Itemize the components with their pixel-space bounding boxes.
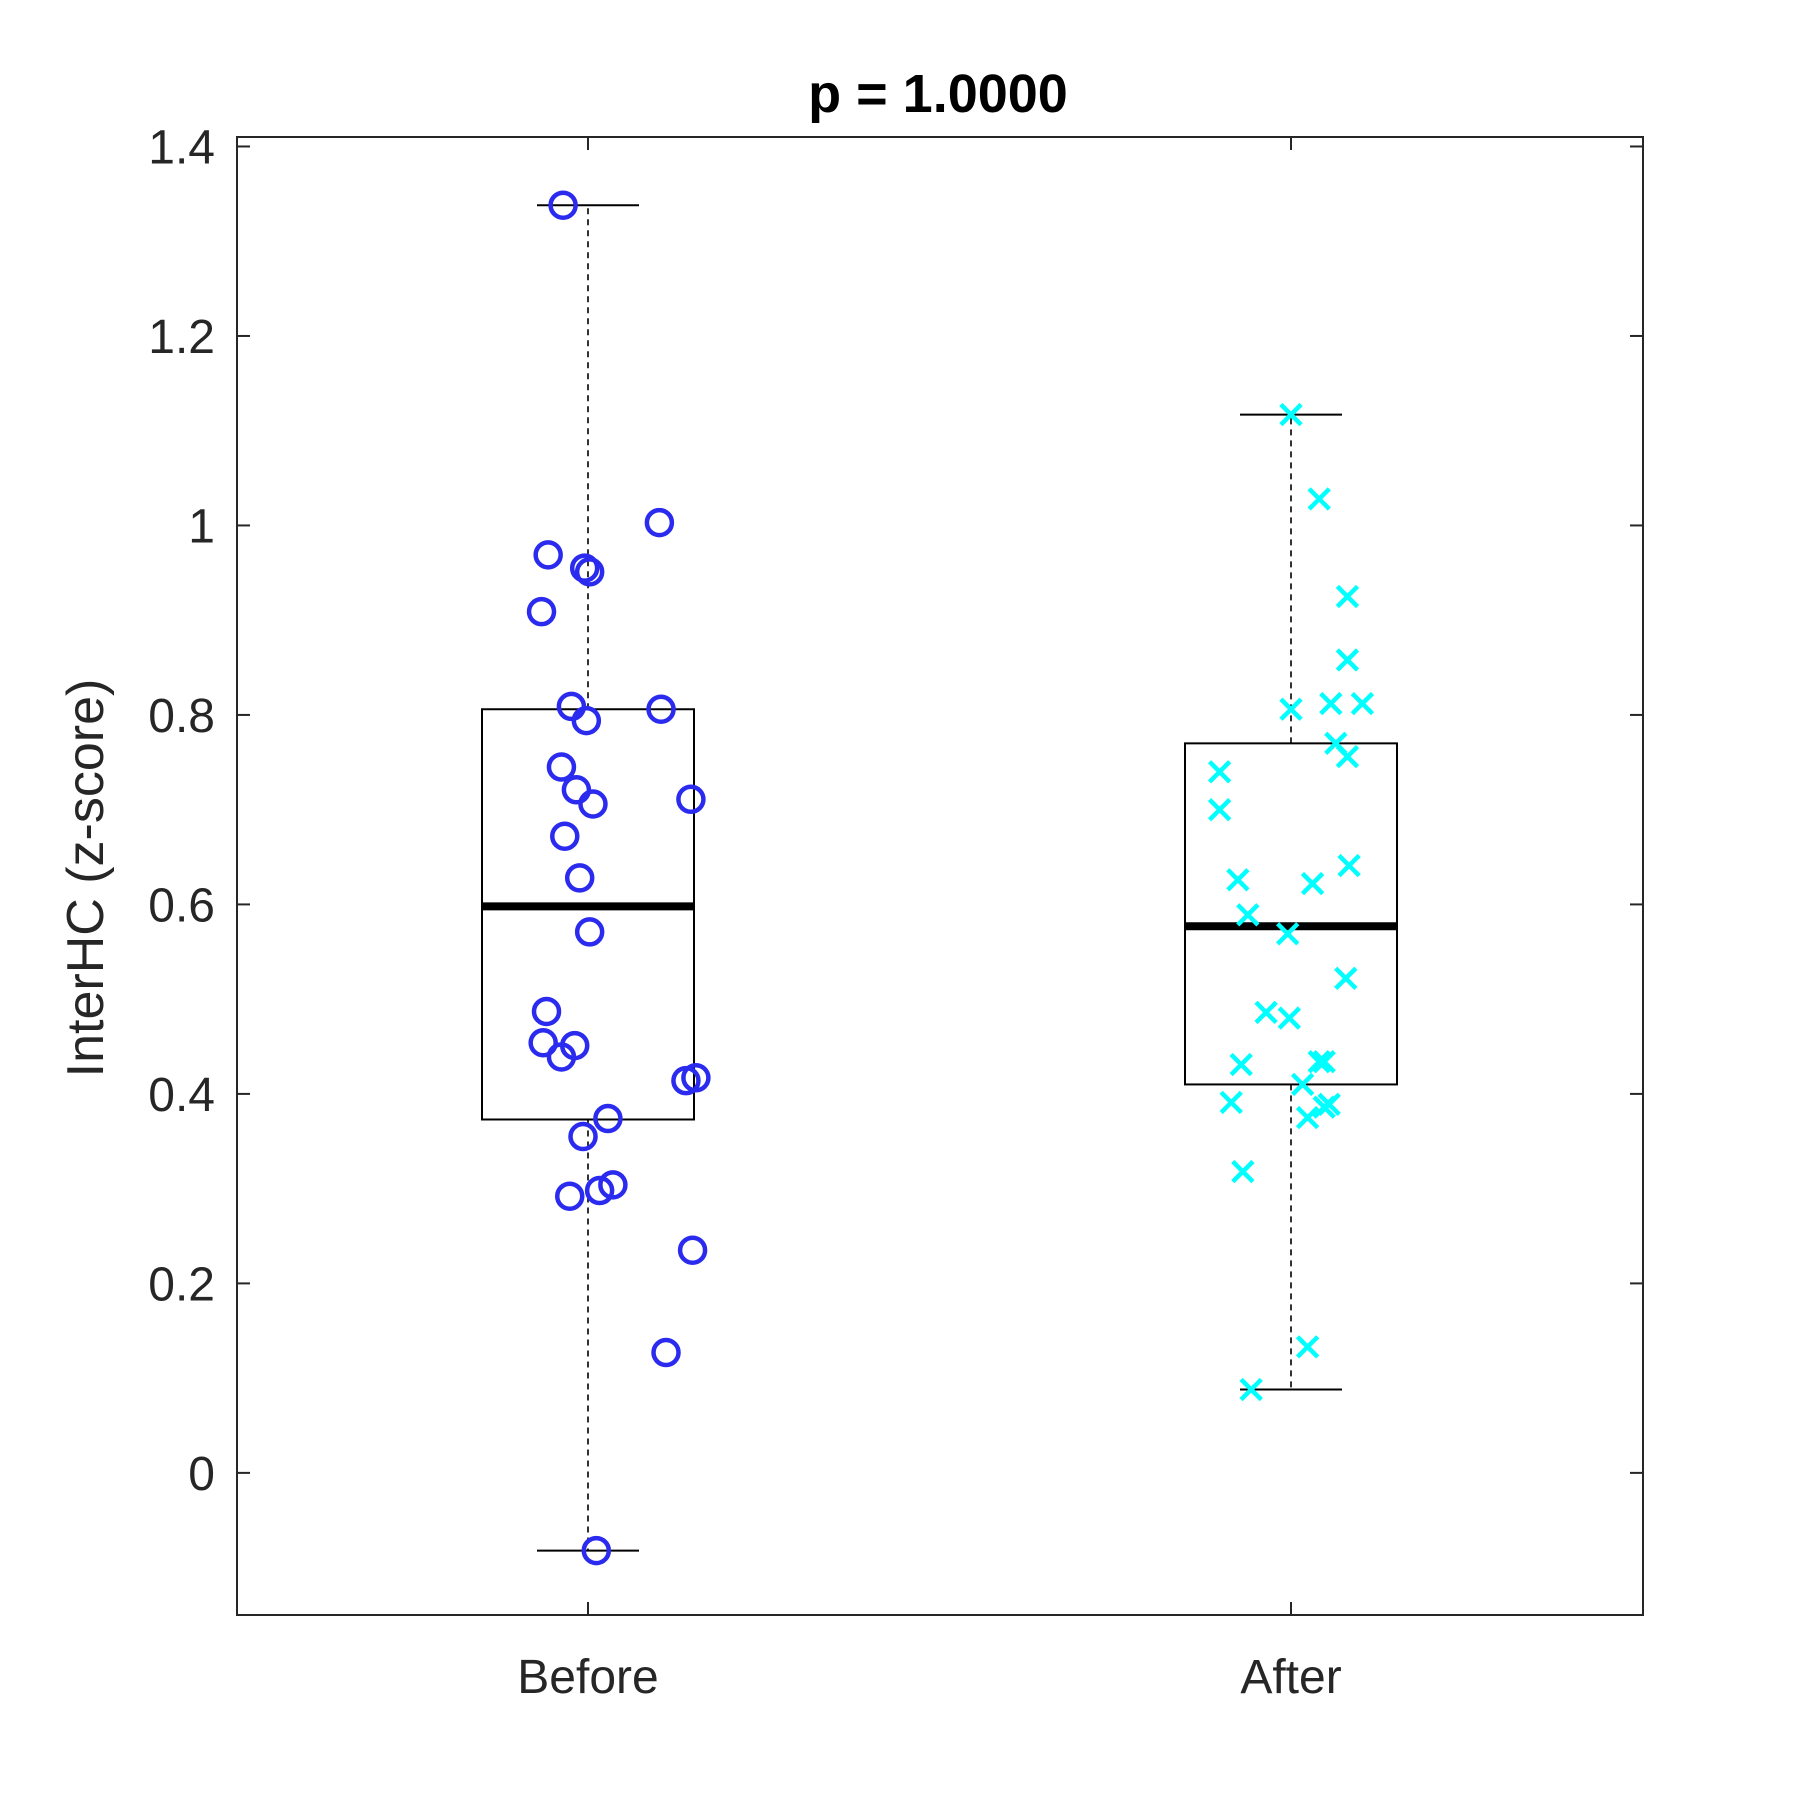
data-point (1254, 1000, 1278, 1025)
data-point (677, 1235, 708, 1265)
data-point (1226, 868, 1250, 892)
data-point (528, 1027, 558, 1058)
data-point (646, 694, 676, 725)
data-point (1307, 487, 1331, 511)
data-point (1219, 1090, 1243, 1115)
data-point (578, 789, 608, 819)
data-point (581, 1535, 612, 1566)
data-point (1229, 1052, 1253, 1077)
data-point (1207, 760, 1232, 784)
data-point (1319, 691, 1343, 716)
data-point (1277, 1006, 1302, 1030)
data-point (1279, 402, 1303, 427)
data-point (574, 917, 605, 947)
data-point (569, 553, 600, 583)
data-point (1231, 1159, 1255, 1184)
data-point (1335, 648, 1360, 672)
data-point (568, 1121, 598, 1152)
data-point (1334, 966, 1358, 991)
data-point (1307, 1050, 1331, 1074)
data-point (1275, 922, 1300, 946)
y-tick-label: 0 (188, 1448, 215, 1501)
data-point (533, 540, 563, 570)
data-point (1295, 1335, 1320, 1359)
data-point (546, 1042, 577, 1072)
x-tick-label: Before (517, 1651, 658, 1704)
box-iqr (1184, 742, 1398, 1086)
data-point (651, 1337, 681, 1368)
data-point (554, 1181, 585, 1211)
data-point (1279, 697, 1303, 721)
data-point (1312, 1095, 1336, 1119)
data-point (671, 1065, 701, 1096)
plot-area: 0 0.2 0.4 0.6 0.8 1 1.2 1.4 Before After (148, 121, 1644, 1704)
data-point (574, 557, 605, 587)
data-point (1295, 1105, 1320, 1130)
y-tick-label: 0.4 (148, 1069, 215, 1122)
y-tick-label: 0.6 (148, 879, 215, 932)
data-point (644, 507, 675, 538)
axes-box (236, 136, 1644, 1616)
data-point (1335, 584, 1360, 609)
data-point (564, 863, 595, 893)
data-point (1350, 691, 1375, 716)
y-tick-label: 0.2 (148, 1258, 215, 1311)
data-point (1300, 871, 1325, 896)
data-point (593, 1103, 623, 1134)
chart-title: p = 1.0000 (808, 64, 1068, 124)
data-point (598, 1170, 628, 1200)
data-point (531, 996, 562, 1027)
y-tick-label: 1.2 (148, 311, 215, 364)
data-point (546, 752, 577, 782)
data-point (1239, 1377, 1263, 1402)
data-point (526, 596, 557, 627)
data-point (550, 821, 580, 851)
y-tick-label: 1.4 (148, 121, 215, 174)
y-tick-label: 1 (188, 500, 215, 553)
data-point (571, 705, 602, 736)
data-point (1337, 853, 1361, 878)
data-point (561, 775, 592, 805)
data-point (548, 190, 578, 220)
data-point (1207, 797, 1232, 822)
y-tick-label: 0.8 (148, 690, 215, 743)
data-point (1312, 1050, 1336, 1074)
data-point (1335, 744, 1360, 769)
data-point (584, 1175, 615, 1206)
y-axis-label: InterHC (z-score) (57, 679, 115, 1078)
data-point (1236, 903, 1260, 927)
x-tick-label: After (1240, 1651, 1341, 1704)
data-point (676, 784, 706, 815)
data-point (1290, 1072, 1315, 1097)
